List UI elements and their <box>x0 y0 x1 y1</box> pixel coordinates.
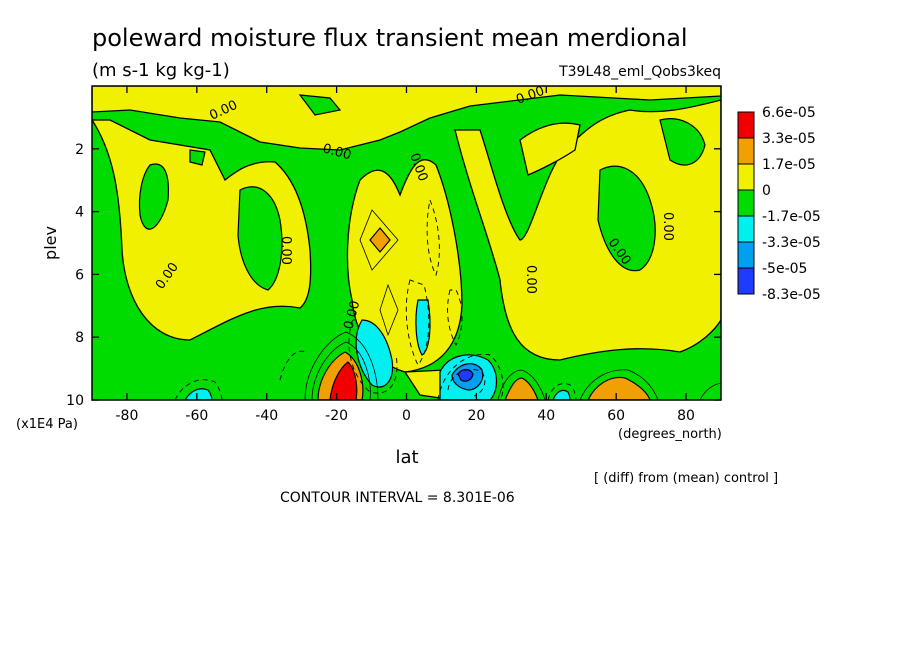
yellow-top-band <box>92 86 721 151</box>
zero-label: 0.00 <box>341 299 363 331</box>
experiment-label: T39L48_eml_Qobs3keq <box>558 64 721 80</box>
x-tick-label: -40 <box>255 408 278 424</box>
y-axis-label: plev <box>41 226 60 260</box>
dash-sh-30 <box>279 350 306 381</box>
orange-blob-mid <box>369 227 391 253</box>
dash-sh-55 <box>174 379 223 400</box>
colorbar: 6.6e-05 3.3e-05 1.7e-05 0 -1.7e-05 -3.3e-05 -5… <box>737 105 821 303</box>
x-axis-units: (degrees_north) <box>618 427 722 442</box>
contour-sh-max-2 <box>304 331 379 400</box>
dash-nh-2 <box>447 368 486 397</box>
yellow-nh-inner <box>519 122 581 176</box>
cyan-min-eq <box>415 299 431 356</box>
green-hole-sh <box>237 186 283 291</box>
dash-nh-1 <box>437 353 504 400</box>
green-hole-nh-small <box>659 118 706 166</box>
positive-maxima <box>317 227 651 400</box>
x-tick-label: 60 <box>607 408 625 424</box>
x-tick-label: -80 <box>116 408 139 424</box>
x-tick-label: 80 <box>677 408 695 424</box>
colorbar-label: -8.3e-05 <box>762 287 821 303</box>
red-max-sh <box>329 361 358 400</box>
y-axis-ticks: 2 4 6 8 10 <box>66 142 721 409</box>
colorbar-swatch <box>737 137 755 165</box>
y-tick-label: 8 <box>75 330 84 346</box>
colorbar-label: -1.7e-05 <box>762 209 821 225</box>
x-tick-label: -60 <box>185 408 208 424</box>
darkblue-min-nh <box>457 368 474 382</box>
y-tick-label: 2 <box>75 142 84 158</box>
contour-sh-max-1 <box>311 341 371 400</box>
dash-nh-45 <box>547 383 577 400</box>
y-axis-units: (x1E4 Pa) <box>16 417 78 432</box>
x-axis-ticks: -80 -60 -40 -20 0 20 40 60 80 <box>116 86 695 424</box>
green-hole-upper <box>298 94 342 116</box>
chart-title: poleward moisture flux transient mean me… <box>92 24 688 52</box>
green-hole-upper-2 <box>189 149 206 166</box>
x-tick-label: 40 <box>537 408 555 424</box>
x-tick-label: 0 <box>402 408 411 424</box>
zero-label: 0.00 <box>278 236 293 265</box>
dash-eq-2 <box>405 279 430 366</box>
contour-nh-right <box>699 382 721 400</box>
y-tick-label: 10 <box>66 393 84 409</box>
contour-interval: CONTOUR INTERVAL = 8.301E-06 <box>280 490 515 506</box>
yellow-equator-column <box>346 158 463 373</box>
y-tick-label: 6 <box>75 267 84 283</box>
zero-label: 0.00 <box>321 141 353 163</box>
contour-orange-blob <box>359 209 399 271</box>
colorbar-label: -3.3e-05 <box>762 235 821 251</box>
y-tick-label: 4 <box>75 205 84 221</box>
colorbar-label: 3.3e-05 <box>762 131 816 147</box>
green-hole-sh-lowlat <box>138 163 170 230</box>
dash-eq-1 <box>426 198 440 277</box>
x-axis-label: lat <box>395 447 418 468</box>
chart-units: (m s-1 kg kg-1) <box>92 60 230 81</box>
zero-label: 0.00 <box>660 212 675 241</box>
dash-eq-3 <box>447 289 463 346</box>
colorbar-label: 6.6e-05 <box>762 105 816 121</box>
green-holes <box>138 94 706 291</box>
colorbar-label: 0 <box>762 183 771 199</box>
zero-label: 0.00 <box>523 265 538 294</box>
colorbar-swatch <box>737 267 755 295</box>
diff-note: [ (diff) from (mean) control ] <box>594 471 778 486</box>
colorbar-swatch <box>737 111 755 139</box>
colorbar-swatch <box>737 163 755 191</box>
cyan-min-sh <box>355 319 394 388</box>
contour-orange-blob-2 <box>379 283 399 337</box>
green-hole-nh <box>597 165 656 272</box>
negative-contours <box>174 198 577 400</box>
orange-max-nh30 <box>504 377 539 400</box>
colorbar-label: -5e-05 <box>762 261 807 277</box>
colorbar-swatch <box>737 189 755 217</box>
plot-area: 0.00 0.00 0.00 0.00 0.00 0.00 0.00 0.00 … <box>92 86 721 400</box>
negative-minima <box>184 299 571 400</box>
colorbar-swatch <box>737 215 755 243</box>
x-tick-label: 20 <box>467 408 485 424</box>
contour-nh60-1 <box>579 369 659 400</box>
colorbar-label: 1.7e-05 <box>762 157 816 173</box>
orange-max-nh60 <box>587 376 651 400</box>
x-tick-label: -20 <box>325 408 348 424</box>
colorbar-swatch <box>737 241 755 269</box>
